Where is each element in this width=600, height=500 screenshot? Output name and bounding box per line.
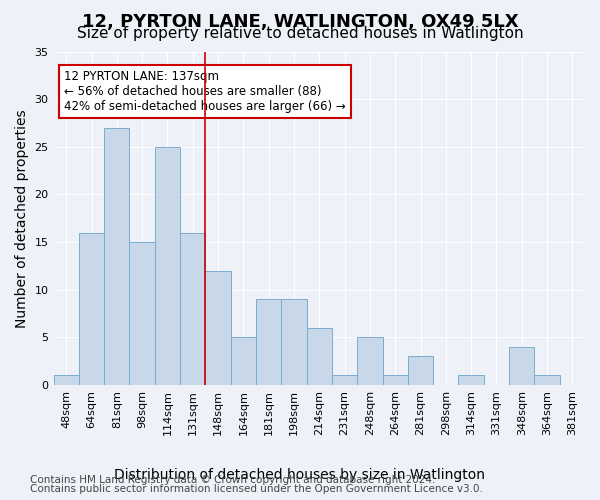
Bar (458, 376, 484, 385)
Text: Distribution of detached houses by size in Watlington: Distribution of detached houses by size … (115, 468, 485, 481)
Bar (104, 128, 130, 385)
Bar (79, 232, 104, 385)
Bar (205, 270, 230, 385)
Bar (509, 347, 535, 385)
Bar (180, 232, 205, 385)
Bar (230, 338, 256, 385)
Text: Contains HM Land Registry data © Crown copyright and database right 2024.: Contains HM Land Registry data © Crown c… (30, 475, 436, 485)
Text: Size of property relative to detached houses in Watlington: Size of property relative to detached ho… (77, 26, 523, 41)
Bar (535, 376, 560, 385)
Bar (408, 356, 433, 385)
Text: 12, PYRTON LANE, WATLINGTON, OX49 5LX: 12, PYRTON LANE, WATLINGTON, OX49 5LX (82, 12, 518, 30)
Bar (53, 376, 79, 385)
Bar (357, 338, 383, 385)
Bar (307, 328, 332, 385)
Bar (332, 376, 357, 385)
Text: 12 PYRTON LANE: 137sqm
← 56% of detached houses are smaller (88)
42% of semi-det: 12 PYRTON LANE: 137sqm ← 56% of detached… (64, 70, 346, 113)
Bar (155, 147, 180, 385)
Y-axis label: Number of detached properties: Number of detached properties (15, 109, 29, 328)
Text: Contains public sector information licensed under the Open Government Licence v3: Contains public sector information licen… (30, 484, 483, 494)
Bar (281, 300, 307, 385)
Bar (130, 242, 155, 385)
Bar (383, 376, 408, 385)
Bar (256, 300, 281, 385)
